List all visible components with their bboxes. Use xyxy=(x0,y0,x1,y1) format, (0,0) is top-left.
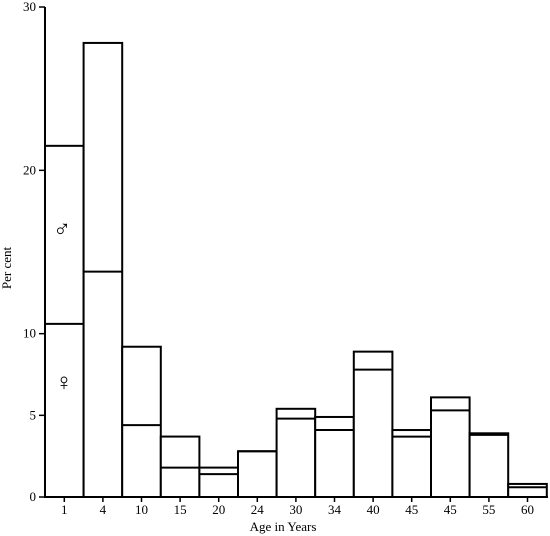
bar-total xyxy=(352,350,394,498)
y-tick-label: 30 xyxy=(23,0,36,14)
bar-total xyxy=(121,345,162,498)
x-tick-label: 1 xyxy=(61,502,68,517)
bar-total xyxy=(430,396,471,498)
x-tick-label: 60 xyxy=(521,502,534,517)
y-tick-label: 0 xyxy=(30,489,37,504)
y-tick-label: 20 xyxy=(23,162,36,177)
bar-total xyxy=(468,432,510,498)
bar-total xyxy=(507,482,548,498)
x-tick-label: 15 xyxy=(174,502,187,517)
y-tick-label: 10 xyxy=(23,326,36,341)
x-tick-label: 34 xyxy=(328,502,342,517)
female-symbol: ♀ xyxy=(55,370,73,396)
x-tick-label: 40 xyxy=(367,502,380,517)
x-tick-label: 45 xyxy=(444,502,457,517)
y-tick-label: 5 xyxy=(30,407,37,422)
x-tick-label: 24 xyxy=(251,502,265,517)
bar-total xyxy=(82,41,124,499)
x-tick-label: 4 xyxy=(100,502,107,517)
x-tick-label: 10 xyxy=(135,502,148,517)
x-tick-label: 30 xyxy=(289,502,302,517)
bar-total xyxy=(44,144,85,498)
x-tick-label: 55 xyxy=(482,502,495,517)
x-tick-label: 20 xyxy=(212,502,225,517)
bar-total xyxy=(314,415,355,499)
y-axis-label: Per cent xyxy=(0,246,14,289)
x-tick-label: 45 xyxy=(405,502,418,517)
bar-total xyxy=(391,429,432,498)
bar-total xyxy=(198,466,239,499)
bar-total xyxy=(237,450,278,498)
male-symbol: ♂ xyxy=(53,217,71,243)
bars xyxy=(44,41,548,499)
x-axis-label: Age in Years xyxy=(250,519,317,534)
x-ticks: 1 4 10 15 20 24 30 34 40 45 45 55 60 xyxy=(61,497,534,517)
bar-total xyxy=(275,407,317,498)
y-ticks: 0 5 10 20 30 xyxy=(23,0,45,504)
